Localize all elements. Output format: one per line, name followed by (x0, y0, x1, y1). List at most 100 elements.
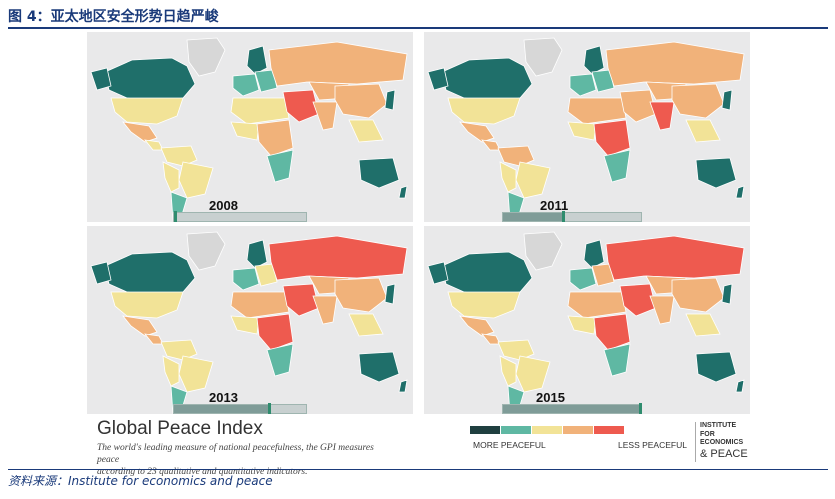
region-w-europe[interactable] (569, 73, 597, 97)
region-c-africa[interactable] (593, 119, 631, 157)
region-mexico[interactable] (122, 315, 158, 337)
slider-fill (503, 405, 641, 413)
region-canada[interactable] (104, 251, 196, 297)
region-brazil[interactable] (178, 161, 214, 199)
region-japan[interactable] (384, 89, 396, 111)
region-s-africa[interactable] (266, 343, 294, 377)
region-w-europe[interactable] (569, 267, 597, 291)
year-label-2008: 2008 (209, 198, 238, 213)
region-alaska[interactable] (90, 67, 112, 91)
region-se-asia[interactable] (685, 313, 721, 337)
slider-knob[interactable] (562, 211, 565, 222)
region-w-europe[interactable] (232, 267, 260, 291)
region-china[interactable] (334, 277, 388, 313)
region-mexico[interactable] (459, 121, 495, 143)
region-n-africa[interactable] (230, 291, 290, 319)
region-n-africa[interactable] (567, 291, 627, 319)
legend-less-peaceful: LESS PEACEFUL (618, 440, 687, 450)
region-canada[interactable] (441, 57, 533, 103)
region-c-africa[interactable] (256, 119, 294, 157)
slider-knob[interactable] (639, 403, 642, 415)
region-n-africa[interactable] (567, 97, 627, 125)
region-nz[interactable] (735, 379, 745, 393)
region-alaska[interactable] (427, 261, 449, 285)
region-e-europe[interactable] (591, 263, 615, 287)
region-greenland[interactable] (186, 37, 226, 77)
region-s-asia[interactable] (312, 295, 338, 325)
region-c-africa[interactable] (256, 313, 294, 351)
region-s-asia[interactable] (649, 295, 675, 325)
region-alaska[interactable] (427, 67, 449, 91)
region-japan[interactable] (721, 283, 733, 305)
region-australia[interactable] (695, 157, 737, 189)
region-middle-east[interactable] (282, 283, 320, 317)
region-greenland[interactable] (523, 231, 563, 271)
region-russia[interactable] (268, 41, 408, 87)
region-greenland[interactable] (523, 37, 563, 77)
region-mexico[interactable] (459, 315, 495, 337)
region-middle-east[interactable] (619, 283, 657, 317)
region-andes[interactable] (499, 355, 517, 387)
region-russia[interactable] (605, 235, 745, 281)
region-nz[interactable] (735, 185, 745, 199)
region-usa[interactable] (447, 97, 521, 125)
timeline-slider-2015[interactable] (502, 403, 642, 415)
timeline-slider-2013[interactable] (173, 403, 307, 415)
region-canada[interactable] (441, 251, 533, 297)
region-middle-east[interactable] (282, 89, 320, 123)
region-australia[interactable] (695, 351, 737, 383)
world-map-2008 (87, 32, 413, 222)
map-panel-2013: 2013 (87, 226, 413, 416)
region-s-africa[interactable] (266, 149, 294, 183)
region-greenland[interactable] (186, 231, 226, 271)
region-w-africa[interactable] (567, 315, 597, 335)
region-s-asia[interactable] (312, 101, 338, 131)
region-alaska[interactable] (90, 261, 112, 285)
region-andes[interactable] (162, 161, 180, 193)
region-s-africa[interactable] (603, 343, 631, 377)
timeline-slider-2011[interactable] (502, 211, 642, 222)
region-w-africa[interactable] (567, 121, 597, 141)
figure-title: 图 4：亚太地区安全形势日趋严峻 (8, 9, 219, 25)
region-middle-east[interactable] (619, 89, 657, 123)
region-usa[interactable] (110, 97, 184, 125)
region-australia[interactable] (358, 157, 400, 189)
region-brazil[interactable] (515, 161, 551, 199)
region-canada[interactable] (104, 57, 196, 103)
region-china[interactable] (334, 83, 388, 119)
region-russia[interactable] (605, 41, 745, 87)
region-n-africa[interactable] (230, 97, 290, 125)
region-se-asia[interactable] (348, 313, 384, 337)
legend-swatch (470, 426, 500, 434)
region-brazil[interactable] (515, 355, 551, 393)
region-e-europe[interactable] (254, 69, 278, 93)
timeline-slider-2008[interactable] (173, 211, 307, 222)
region-japan[interactable] (721, 89, 733, 111)
region-s-asia[interactable] (649, 101, 675, 131)
region-usa[interactable] (447, 291, 521, 319)
region-nz[interactable] (398, 379, 408, 393)
slider-knob[interactable] (268, 403, 271, 415)
region-brazil[interactable] (178, 355, 214, 393)
region-se-asia[interactable] (685, 119, 721, 143)
region-andes[interactable] (162, 355, 180, 387)
region-w-europe[interactable] (232, 73, 260, 97)
region-china[interactable] (671, 277, 725, 313)
region-russia[interactable] (268, 235, 408, 281)
region-e-europe[interactable] (254, 263, 278, 287)
region-c-africa[interactable] (593, 313, 631, 351)
region-w-africa[interactable] (230, 315, 260, 335)
region-w-africa[interactable] (230, 121, 260, 141)
region-e-europe[interactable] (591, 69, 615, 93)
region-mexico[interactable] (122, 121, 158, 143)
region-nz[interactable] (398, 185, 408, 199)
region-se-asia[interactable] (348, 119, 384, 143)
gpi-title: Global Peace Index (97, 418, 263, 439)
region-japan[interactable] (384, 283, 396, 305)
region-usa[interactable] (110, 291, 184, 319)
region-s-africa[interactable] (603, 149, 631, 183)
region-australia[interactable] (358, 351, 400, 383)
region-china[interactable] (671, 83, 725, 119)
slider-knob[interactable] (174, 211, 177, 222)
region-andes[interactable] (499, 161, 517, 193)
